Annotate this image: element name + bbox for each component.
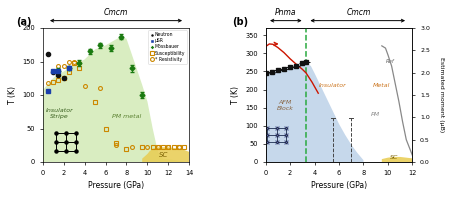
Polygon shape [265, 62, 364, 162]
Polygon shape [382, 157, 412, 162]
Text: (b): (b) [232, 17, 248, 27]
Y-axis label: Estimated moment (μB): Estimated moment (μB) [439, 57, 444, 133]
Text: Insulator
Stripe: Insulator Stripe [46, 108, 73, 119]
Polygon shape [43, 37, 190, 162]
Text: (a): (a) [16, 17, 32, 27]
Text: PM metal: PM metal [112, 114, 141, 119]
Text: Metal: Metal [373, 83, 391, 88]
Text: PM: PM [371, 112, 380, 117]
Y-axis label: T (K): T (K) [8, 86, 17, 104]
Text: Cmcm: Cmcm [347, 8, 372, 17]
Legend: Neutron, μSR, Mössbauer, Susceptibility, * Resistivity: Neutron, μSR, Mössbauer, Susceptibility,… [148, 30, 187, 64]
Text: SC: SC [158, 152, 168, 158]
Text: Insulator: Insulator [319, 83, 347, 88]
Text: Cmcm: Cmcm [104, 8, 128, 17]
Y-axis label: T (K): T (K) [231, 86, 240, 104]
X-axis label: Pressure (GPa): Pressure (GPa) [311, 181, 367, 190]
Text: SC: SC [391, 155, 399, 160]
X-axis label: Pressure (GPa): Pressure (GPa) [88, 181, 144, 190]
Polygon shape [142, 147, 190, 162]
Text: Pnma: Pnma [275, 8, 297, 17]
Text: AFM
Block: AFM Block [277, 100, 294, 111]
Text: Ref: Ref [385, 59, 394, 64]
